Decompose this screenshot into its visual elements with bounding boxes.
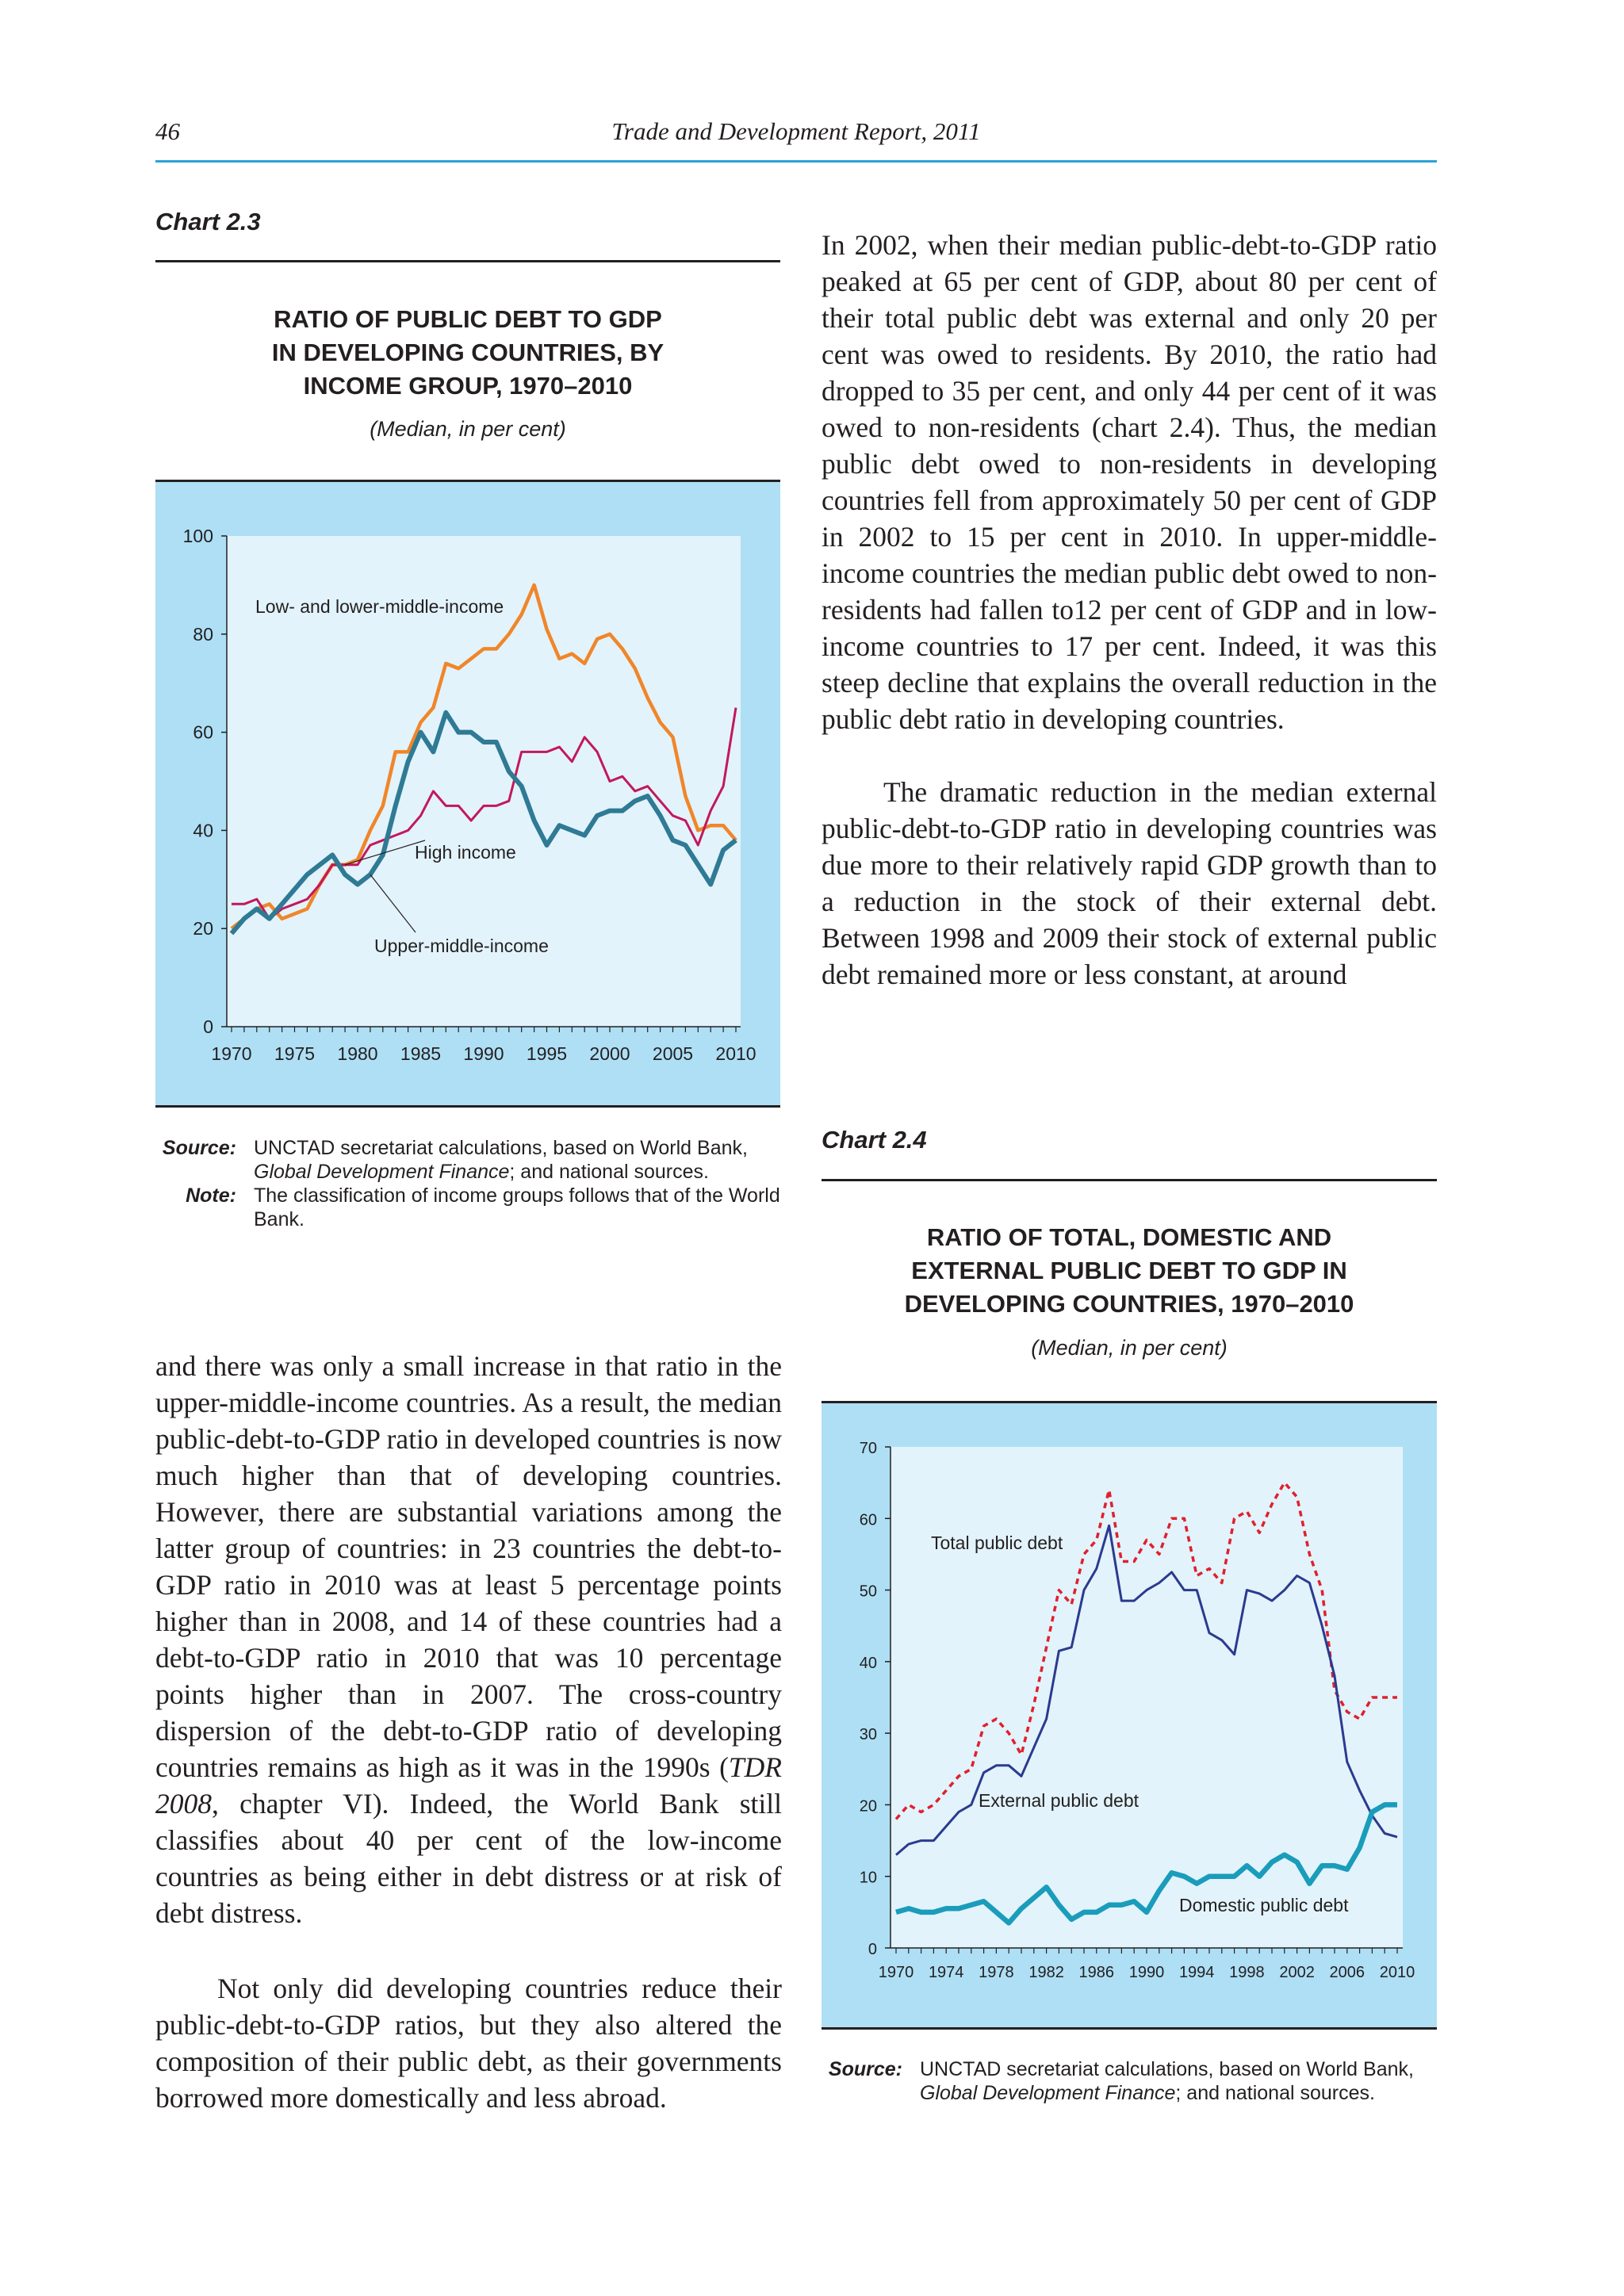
source-label: Source:	[162, 1137, 236, 1159]
series-line-external-public-debt	[895, 1524, 1398, 1856]
x-tick-label: 1986	[1079, 1964, 1115, 1981]
y-tick-label: 100	[183, 526, 213, 546]
x-tick-label: 2005	[653, 1043, 693, 1064]
chart-2-4-source: Source: UNCTAD secretariat calculations,…	[822, 2057, 1437, 2105]
chart-2-4-title-line: EXTERNAL PUBLIC DEBT TO GDP IN	[911, 1257, 1347, 1284]
chart-2-3-title: RATIO OF PUBLIC DEBT TO GDP IN DEVELOPIN…	[155, 303, 780, 403]
y-tick-label: 60	[193, 722, 213, 743]
x-tick-label: 2010	[715, 1043, 756, 1064]
series-line-domestic-public-debt	[895, 1802, 1397, 1926]
x-tick-label: 2006	[1330, 1964, 1365, 1981]
x-tick-label: 1974	[929, 1964, 964, 1981]
chart-2-3-plot: 0 20 40 60 80 100 1970 1975 1980 1985 1990 1995 2000…	[183, 526, 756, 1064]
source-label: Source:	[828, 2058, 902, 2080]
x-tick-label: 1998	[1229, 1964, 1265, 1981]
y-tick-label: 40	[193, 820, 213, 840]
running-head: 46 Trade and Development Report, 2011	[155, 117, 1437, 162]
series-label: Total public debt	[931, 1533, 1063, 1553]
y-tick-label: 20	[860, 1797, 877, 1815]
chart-2-4-notes: Source: UNCTAD secretariat calculations,…	[822, 2057, 1437, 2105]
series-label: External public debt	[979, 1790, 1139, 1811]
series-label: High income	[415, 842, 516, 863]
right-paragraph-2: The dramatic reduction in the median ext…	[822, 776, 1437, 990]
y-tick-label: 30	[860, 1726, 877, 1743]
chart-2-4-panel: 0 10 20 30 40 50 60 70 1970 1974 1978 1982 1986 1990 1…	[822, 1403, 1437, 2028]
chart-2-3-title-line: INCOME GROUP, 1970–2010	[303, 372, 633, 400]
x-tick-label: 1990	[463, 1043, 504, 1064]
series-label: Domestic public debt	[1179, 1895, 1349, 1915]
y-tick-label: 0	[868, 1941, 877, 1958]
chart-2-3-subtitle: (Median, in per cent)	[370, 417, 566, 441]
x-tick-label: 2010	[1380, 1964, 1415, 1981]
series-line-high-income	[232, 707, 737, 920]
x-tick-label: 2000	[589, 1043, 630, 1064]
source-text: UNCTAD secretariat calculations, based o…	[254, 1137, 748, 1183]
chart-2-4-title-line: DEVELOPING COUNTRIES, 1970–2010	[904, 1290, 1354, 1318]
series-line-low-and-lower-middle-income	[230, 583, 737, 930]
y-tick-label: 10	[860, 1869, 877, 1887]
chart-2-4-label: Chart 2.4	[822, 1126, 927, 1154]
series-line-total-public-debt	[894, 1481, 1397, 1820]
chart-2-3-label: Chart 2.3	[155, 208, 261, 235]
label-leader	[344, 840, 426, 866]
chart-2-3-title-line: RATIO OF PUBLIC DEBT TO GDP	[274, 305, 662, 333]
chart-2-4-panel-top-rule	[822, 1401, 1437, 1403]
plot-area	[227, 536, 741, 1027]
chart-2-4-top-rule	[822, 1179, 1437, 1181]
x-tick-label: 1994	[1179, 1964, 1215, 1981]
left-paragraph-2: Not only did developing countries reduce…	[155, 1973, 782, 2114]
chart-2-3-top-rule	[155, 260, 780, 262]
chart-2-4-subtitle: (Median, in per cent)	[1031, 1336, 1228, 1360]
y-tick-label: 50	[860, 1583, 877, 1601]
x-tick-label: 1970	[211, 1043, 251, 1064]
chart-2-3-notes: Source: UNCTAD secretariat calculations,…	[155, 1136, 782, 1231]
chart-2-3-source: Source: UNCTAD secretariat calculations,…	[155, 1136, 782, 1184]
note-text: The classification of income groups foll…	[254, 1184, 780, 1230]
series-label: Upper-middle-income	[374, 936, 549, 956]
chart-2-3-note: Note: The classification of income group…	[155, 1184, 782, 1231]
note-label: Note:	[186, 1184, 236, 1207]
x-tick-label: 1995	[527, 1043, 567, 1064]
page-number: 46	[155, 117, 180, 145]
chart-2-3-bottom-rule	[155, 1105, 780, 1108]
right-paragraph-1: In 2002, when their median public-debt-t…	[822, 229, 1437, 735]
x-tick-label: 1980	[337, 1043, 377, 1064]
y-tick-label: 70	[860, 1440, 877, 1457]
chart-2-3-title-line: IN DEVELOPING COUNTRIES, BY	[271, 339, 665, 366]
chart-2-3-panel: 0 20 40 60 80 100 1970 1975 1980 1985 1990 1995 2000…	[155, 482, 780, 1107]
chart-2-4-title-line: RATIO OF TOTAL, DOMESTIC AND	[926, 1223, 1332, 1251]
series-label: Low- and lower-middle-income	[255, 596, 504, 617]
x-tick-label: 1985	[400, 1043, 441, 1064]
running-title: Trade and Development Report, 2011	[611, 117, 981, 145]
source-text: UNCTAD secretariat calculations, based o…	[920, 2058, 1414, 2104]
left-paragraph-1: and there was only a small increase in t…	[155, 1350, 782, 1929]
header-rule	[155, 160, 1437, 163]
label-leader	[370, 874, 416, 933]
x-tick-label: 1982	[1028, 1964, 1064, 1981]
plot-area	[891, 1447, 1403, 1948]
chart-2-4-bottom-rule	[822, 2027, 1437, 2030]
x-tick-label: 2002	[1279, 1964, 1315, 1981]
y-tick-label: 80	[193, 624, 213, 645]
x-tick-label: 1978	[979, 1964, 1014, 1981]
chart-2-3-panel-top-rule	[155, 480, 780, 482]
chart-2-4-plot: 0 10 20 30 40 50 60 70 1970 1974 1978 1982 1986 1990 1…	[860, 1440, 1415, 1981]
series-line-upper-middle-income	[229, 710, 737, 936]
x-tick-label: 1975	[274, 1043, 315, 1064]
y-tick-label: 20	[193, 918, 213, 939]
x-tick-label: 1970	[879, 1964, 914, 1981]
x-tick-label: 1990	[1129, 1964, 1165, 1981]
chart-2-4-title: RATIO OF TOTAL, DOMESTIC AND EXTERNAL PU…	[822, 1221, 1437, 1321]
y-tick-label: 60	[860, 1511, 877, 1529]
y-tick-label: 40	[860, 1655, 877, 1672]
y-tick-label: 0	[203, 1016, 213, 1037]
